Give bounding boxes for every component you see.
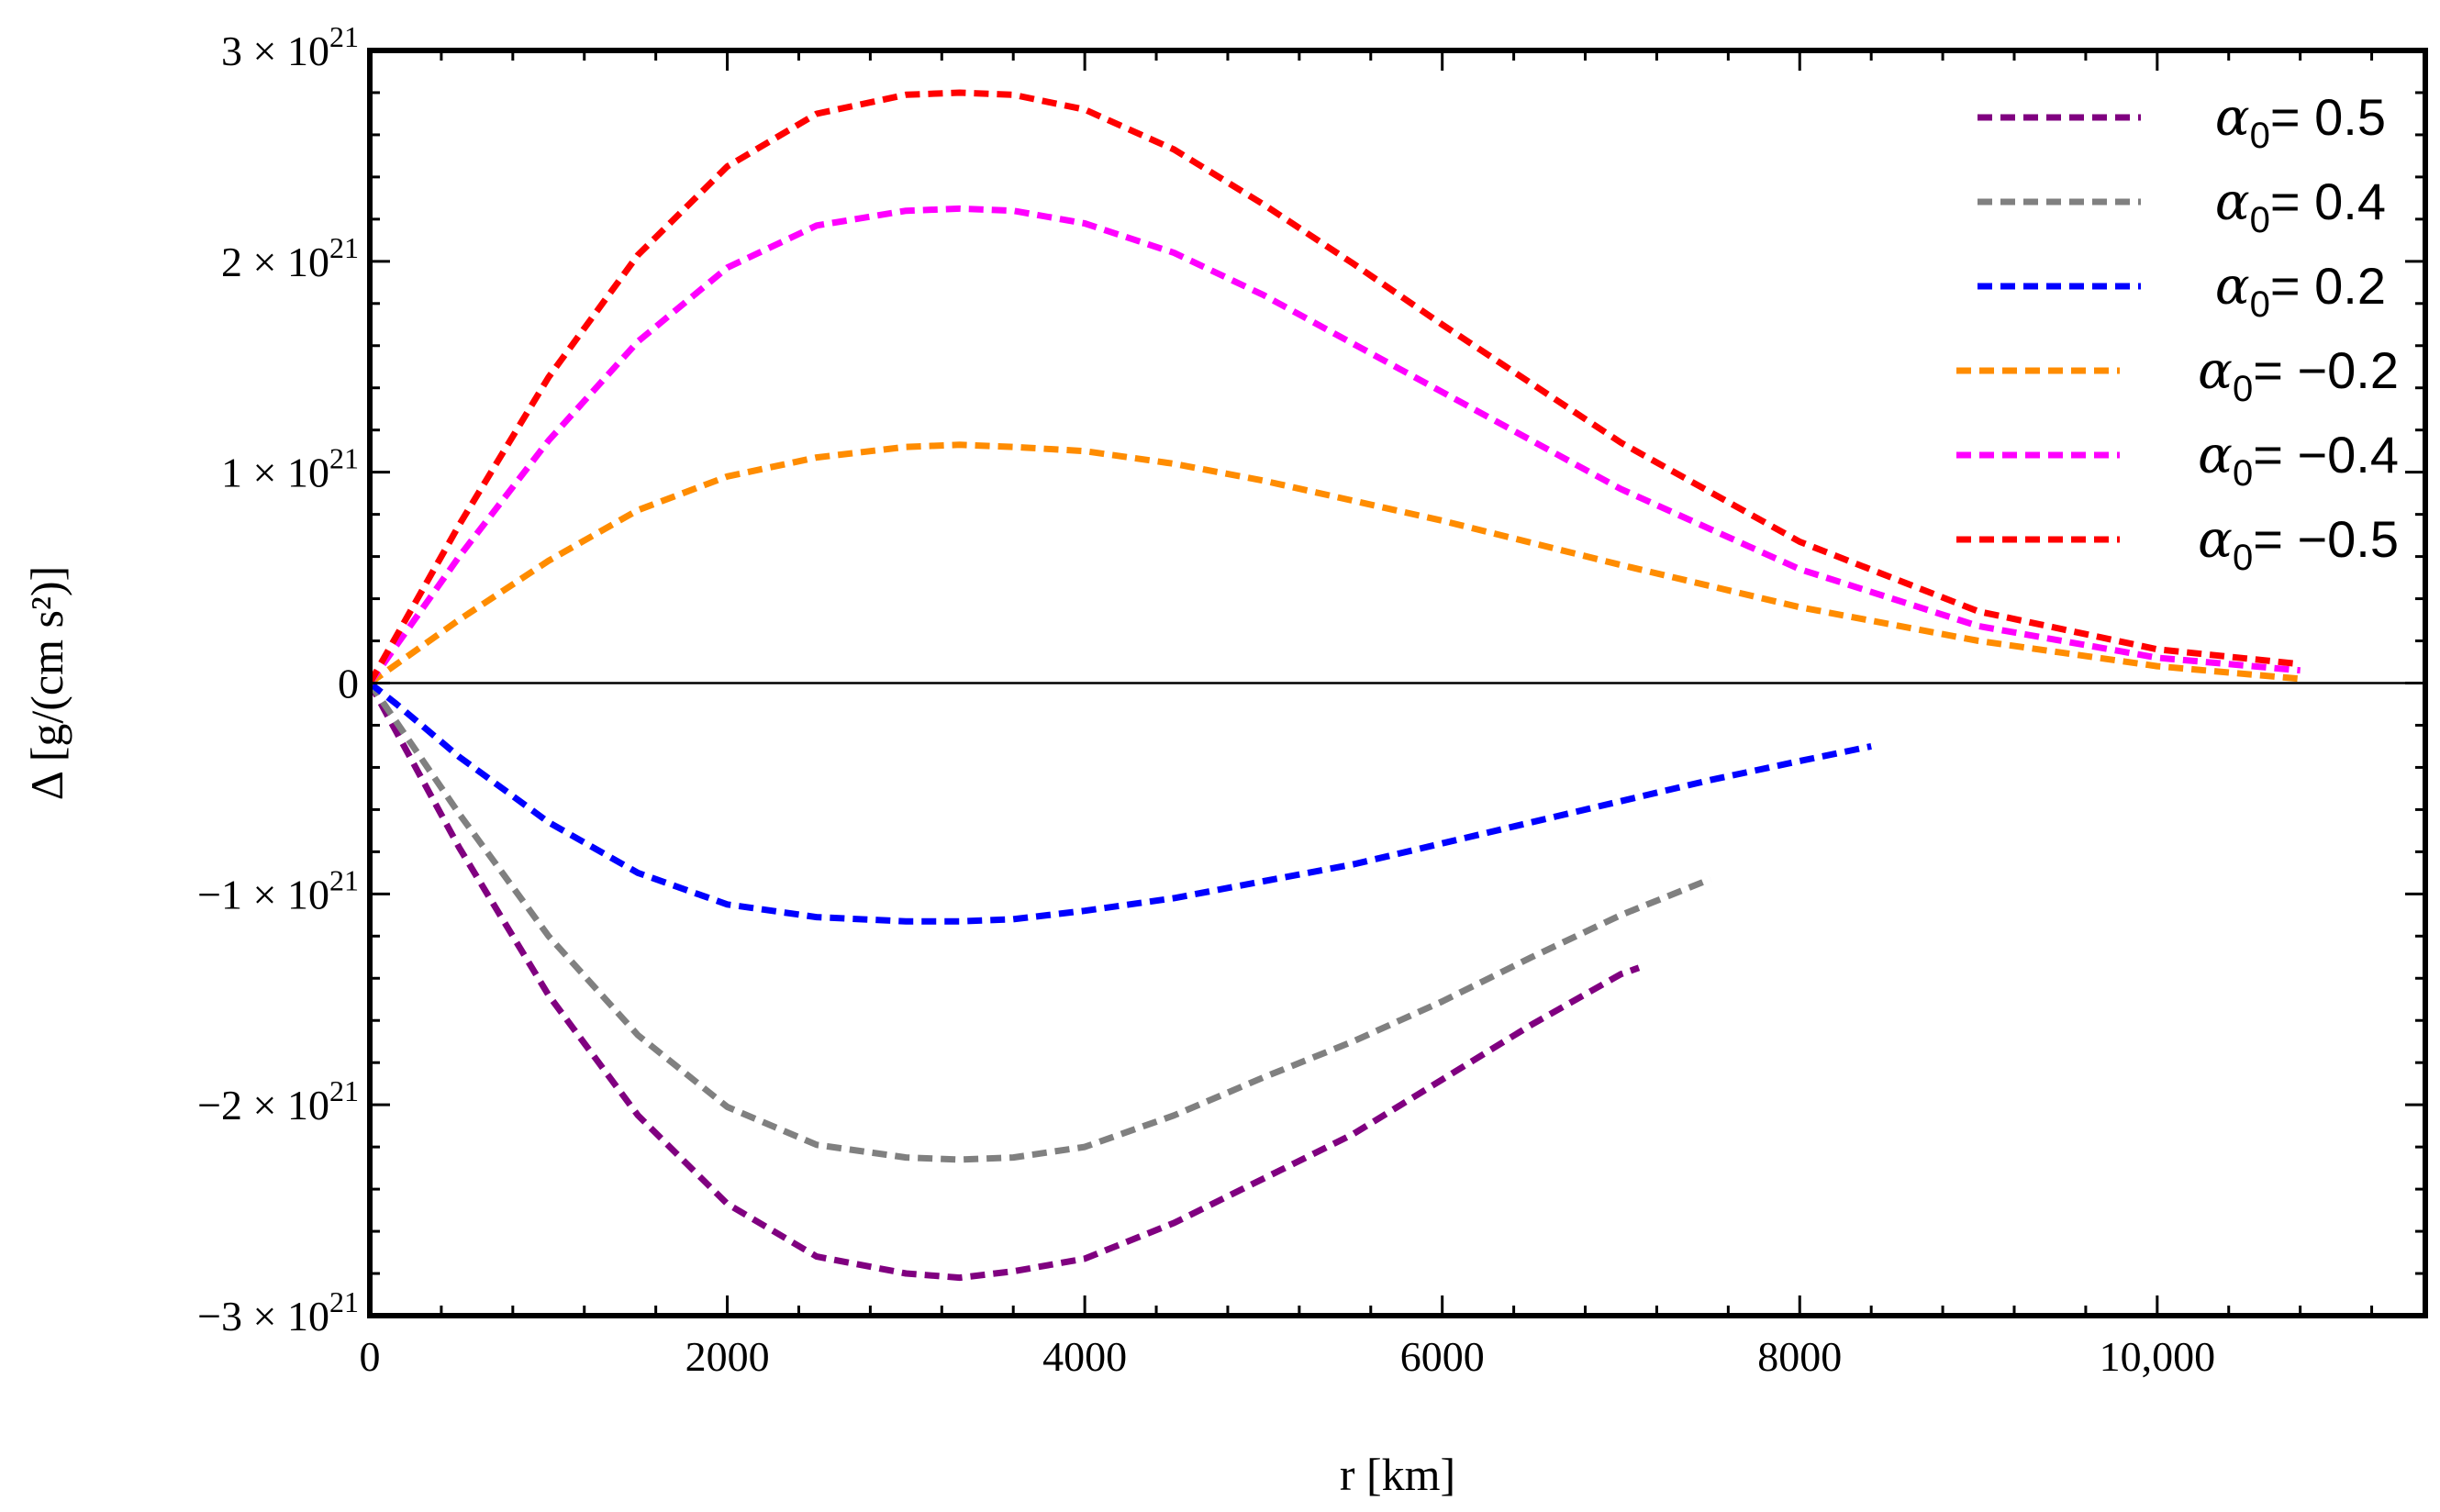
x-tick-label: 2000 — [685, 1333, 770, 1380]
series-layer — [366, 89, 2301, 1282]
legend-label-1: α0= 0.4 — [2215, 172, 2386, 240]
series-line-0 — [366, 681, 1641, 1282]
y-tick-label: 0 — [338, 661, 359, 707]
legend-label-2: α0= 0.2 — [2215, 257, 2386, 325]
legend: α0= 0.5 α0= 0.4 α0= 0.2 α0= −0.2 α0= −0.4 α0=… — [1956, 88, 2399, 578]
x-axis-title: r [km] — [1340, 1449, 1455, 1500]
label-layer: 0 2000 4000 6000 8000 10,000 3 × 1021 2 × 1021 1… — [197, 20, 2215, 1380]
legend-label-4: α0= −0.4 — [2198, 426, 2399, 494]
y-tick-label: −3 × 1021 — [197, 1285, 359, 1340]
y-tick-label: −2 × 1021 — [197, 1074, 359, 1128]
y-tick-label: 1 × 1021 — [221, 442, 359, 496]
series-line-5 — [366, 89, 2301, 685]
series-line-4 — [367, 205, 2301, 685]
series-line-3 — [367, 441, 2301, 686]
legend-label-5: α0= −0.5 — [2198, 510, 2399, 578]
y-tick-label: 2 × 1021 — [221, 231, 359, 285]
plot-frame — [367, 48, 2428, 1318]
y-tick-label: 3 × 1021 — [221, 20, 359, 74]
y-tick-label: −1 × 1021 — [197, 863, 359, 917]
x-tick-label: 8000 — [1757, 1333, 1842, 1380]
x-tick-label: 10,000 — [2100, 1333, 2216, 1380]
legend-label-0: α0= 0.5 — [2215, 88, 2386, 156]
x-tick-label: 6000 — [1400, 1333, 1485, 1380]
series-line-2 — [367, 680, 1872, 925]
series-line-1 — [367, 681, 1712, 1163]
legend-label-3: α0= −0.2 — [2198, 341, 2399, 409]
x-tick-label: 0 — [360, 1333, 381, 1380]
y-axis-title: Δ [g/(cm s²)] — [21, 566, 72, 800]
x-tick-label: 4000 — [1042, 1333, 1127, 1380]
